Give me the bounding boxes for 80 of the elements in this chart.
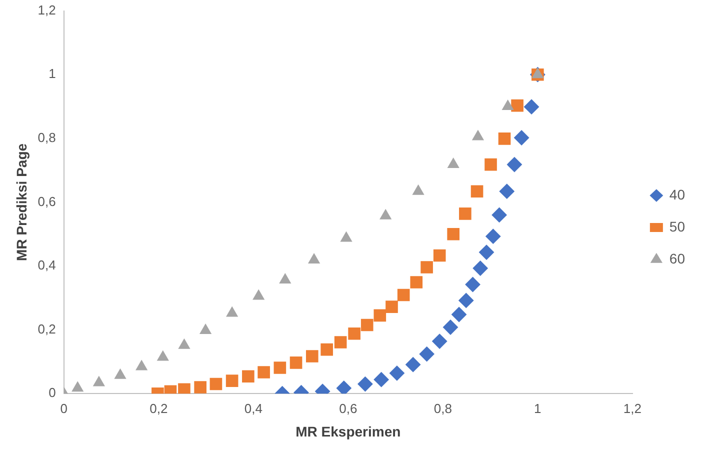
y-axis-title: MR Prediksi Page: [13, 143, 30, 261]
point: [308, 253, 320, 264]
point: [458, 292, 474, 308]
point: [419, 346, 434, 362]
point: [340, 232, 352, 242]
point: [472, 130, 484, 140]
point: [114, 368, 126, 379]
point: [486, 228, 501, 244]
point: [412, 184, 424, 195]
point: [492, 207, 507, 222]
point: [433, 249, 446, 262]
y-tick-label: 0,2: [38, 321, 56, 336]
x-tick-label: 0: [60, 400, 68, 416]
point: [358, 376, 373, 392]
point: [320, 343, 333, 356]
point: [374, 309, 386, 322]
point: [178, 383, 190, 394]
point: [514, 130, 530, 146]
point: [397, 288, 410, 302]
y-tick-label: 1: [48, 66, 56, 82]
point: [389, 366, 404, 381]
x-tick-label: 0,6: [339, 400, 358, 416]
point: [406, 357, 421, 372]
point: [274, 362, 286, 374]
point: [157, 350, 169, 361]
y-tick-label: 0: [48, 385, 56, 400]
point: [432, 334, 448, 349]
y-tick-label: 1,2: [38, 2, 56, 18]
point: [442, 320, 458, 335]
point: [252, 290, 264, 300]
point: [484, 158, 497, 171]
point: [498, 132, 511, 145]
x-axis-title: MR Eksperimen: [296, 423, 401, 440]
point: [511, 99, 524, 112]
x-tick-label: 1: [534, 400, 542, 416]
y-tick-label: 0,6: [38, 194, 56, 209]
point: [380, 209, 392, 220]
point: [334, 336, 347, 348]
point: [336, 380, 352, 394]
point: [386, 300, 398, 313]
point: [465, 277, 480, 292]
point: [210, 378, 222, 390]
point: [506, 157, 522, 172]
point: [374, 372, 389, 388]
y-tick-label: 0,4: [38, 258, 56, 273]
legend-label: 50: [669, 218, 686, 234]
point: [200, 324, 212, 334]
legend-label: 60: [669, 250, 686, 266]
y-tick-label: 0,8: [38, 130, 56, 145]
point: [524, 99, 540, 114]
point: [136, 360, 148, 370]
point: [242, 370, 254, 383]
point: [447, 228, 460, 240]
x-tick-label: 0,8: [434, 400, 452, 416]
point: [499, 184, 514, 199]
point: [194, 381, 206, 394]
point: [360, 318, 374, 332]
x-tick-label: 0,4: [244, 400, 262, 416]
point: [448, 158, 460, 168]
point: [306, 350, 318, 362]
point: [472, 260, 488, 276]
point: [410, 276, 423, 288]
point: [290, 356, 302, 369]
point: [93, 376, 105, 386]
point: [479, 244, 494, 260]
point: [502, 100, 514, 110]
x-tick-label: 0,2: [150, 400, 168, 416]
point: [420, 261, 433, 274]
point: [72, 382, 84, 392]
point: [452, 306, 467, 322]
x-tick-label: 1,2: [623, 400, 642, 416]
point: [258, 366, 270, 378]
point: [470, 185, 484, 198]
legend-label: 40: [669, 186, 686, 202]
point: [348, 327, 360, 340]
point: [178, 338, 190, 349]
point: [279, 274, 291, 284]
point: [459, 208, 472, 220]
point: [226, 374, 238, 387]
point: [226, 306, 238, 317]
